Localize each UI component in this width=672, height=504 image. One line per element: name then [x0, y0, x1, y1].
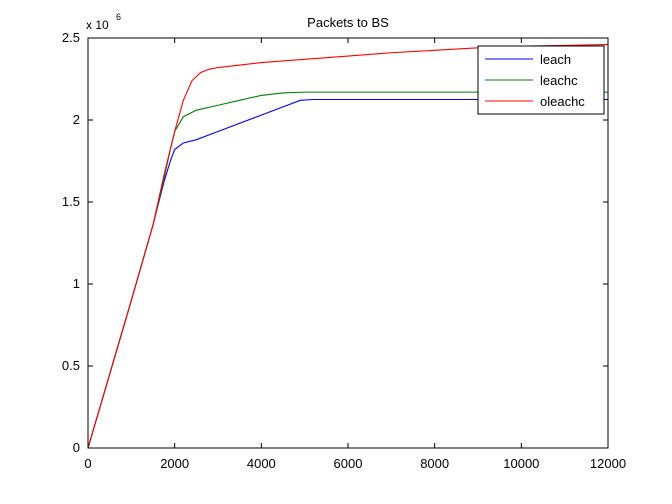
x-axis: 0 2000 4000 6000 8000 10000 12000	[84, 38, 626, 471]
x-tick-label: 6000	[334, 456, 363, 471]
x-tick-label: 0	[84, 456, 91, 471]
y-multiplier-exponent: 6	[116, 12, 121, 22]
y-multiplier-base: x 10	[86, 18, 109, 32]
series-group	[88, 44, 608, 448]
legend: leach leachc oleachc	[477, 45, 605, 115]
x-tick-label: 12000	[590, 456, 626, 471]
y-tick-label: 1.5	[62, 194, 80, 209]
x-tick-label: 2000	[160, 456, 189, 471]
y-tick-label: 2	[73, 112, 80, 127]
y-tick-label: 1	[73, 276, 80, 291]
x-tick-label: 4000	[247, 456, 276, 471]
chart-title: Packets to BS	[307, 15, 389, 30]
y-tick-label: 2.5	[62, 30, 80, 45]
x-tick-label: 8000	[420, 456, 449, 471]
x-tick-label: 10000	[503, 456, 539, 471]
y-axis: 0 0.5 1 1.5 2 2.5	[62, 30, 608, 455]
legend-label-oleachc: oleachc	[540, 94, 585, 109]
series-line-oleachc	[88, 44, 608, 448]
legend-label-leach: leach	[540, 52, 571, 67]
legend-label-leachc: leachc	[540, 73, 578, 88]
y-tick-label: 0	[73, 440, 80, 455]
y-tick-label: 0.5	[62, 358, 80, 373]
